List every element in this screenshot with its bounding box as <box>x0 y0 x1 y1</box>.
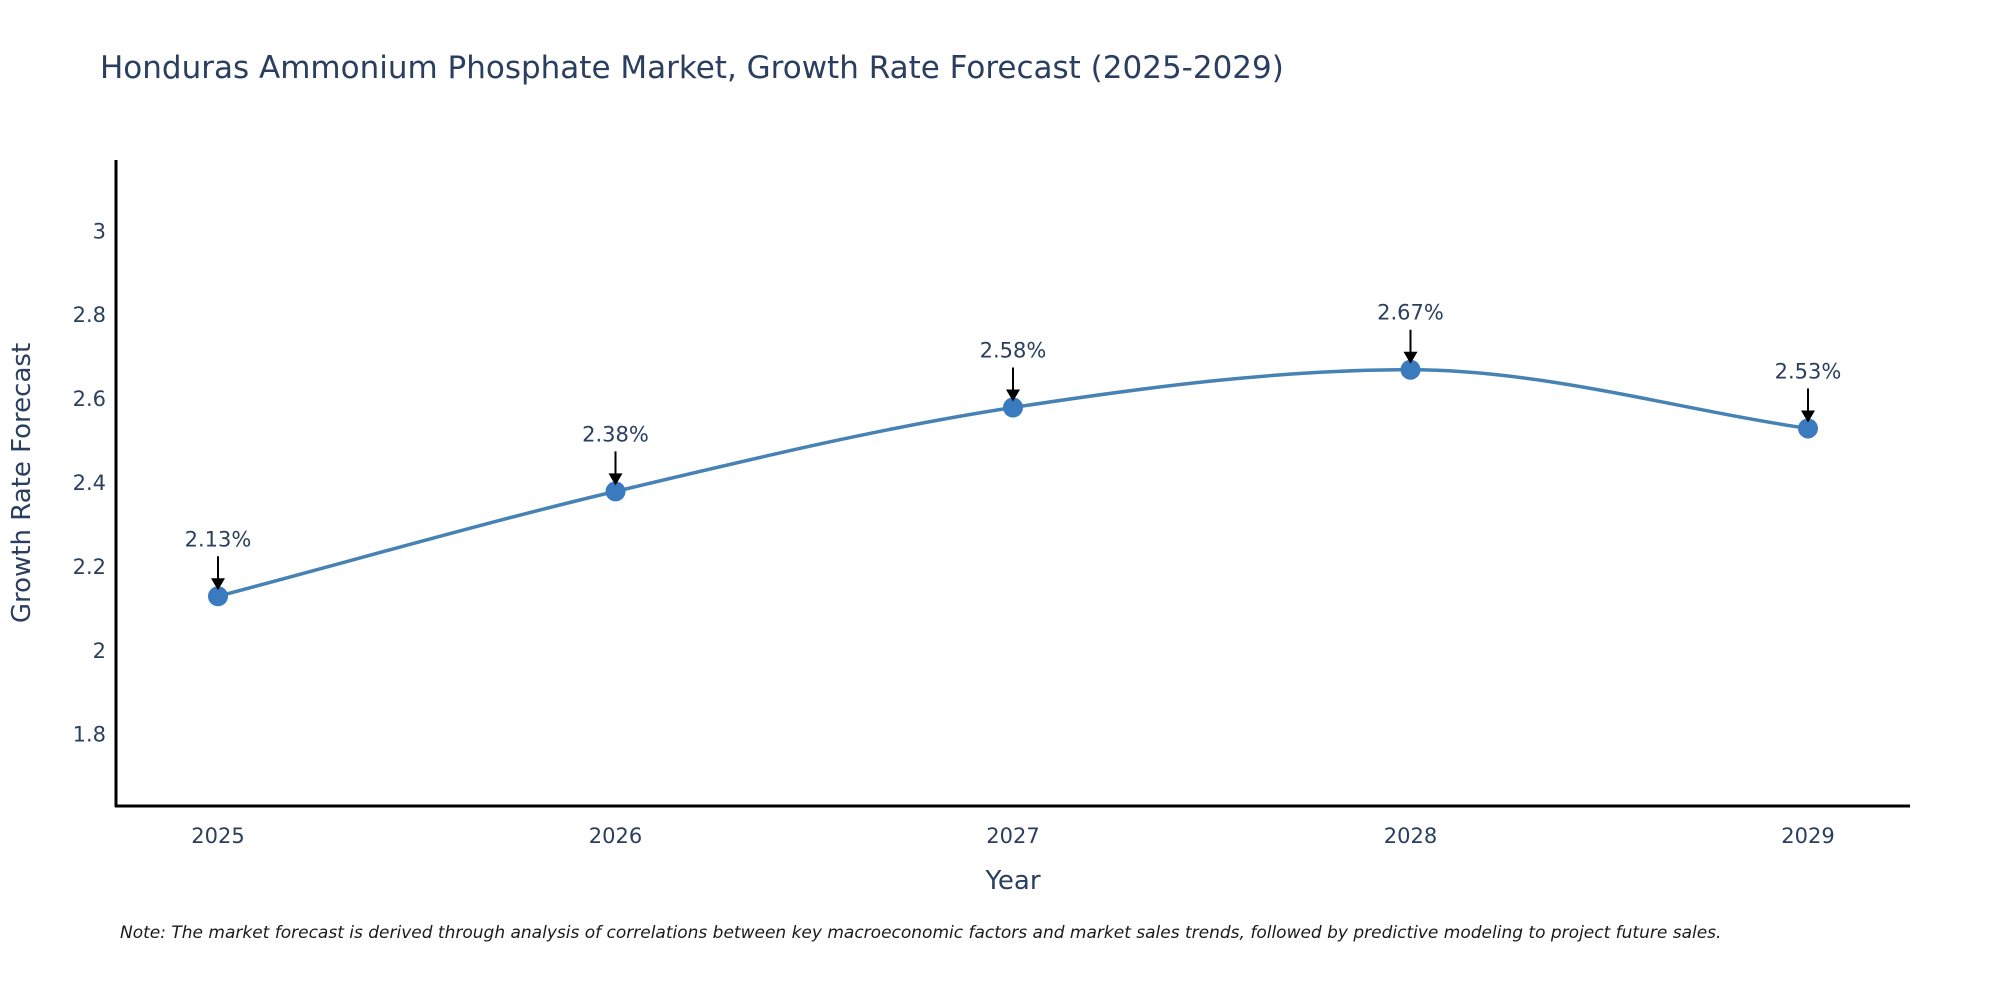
annotation-arrow-head <box>1006 389 1020 402</box>
x-tick-label: 2025 <box>191 824 244 848</box>
annotation-arrow-head <box>1801 410 1815 423</box>
x-tick-label: 2028 <box>1384 824 1437 848</box>
y-tick-label: 2.6 <box>73 387 106 411</box>
data-point <box>1400 359 1421 380</box>
data-label: 2.38% <box>582 422 649 446</box>
y-tick-label: 1.8 <box>73 723 106 747</box>
data-annotations: 2.13% 2.38% 2.58% 2.67% 2.53% <box>185 301 1842 591</box>
y-tick-label: 2.4 <box>73 471 106 495</box>
data-point <box>605 481 626 502</box>
data-label: 2.53% <box>1775 359 1842 383</box>
annotation-arrow-head <box>211 578 225 591</box>
y-axis-title: Growth Rate Forecast <box>7 343 37 623</box>
data-point <box>208 586 228 607</box>
y-tick-label: 3 <box>93 219 106 243</box>
annotation-arrow-head <box>1403 351 1418 364</box>
data-label: 2.13% <box>185 527 252 551</box>
annotation-arrow-head <box>608 473 623 486</box>
data-label: 2.58% <box>980 338 1047 362</box>
x-axis-title: Year <box>984 866 1040 896</box>
y-tick-label: 2.8 <box>73 303 106 327</box>
y-tick-label: 2.2 <box>73 555 106 579</box>
x-tick-label: 2027 <box>986 824 1039 848</box>
x-axis-ticks: 2025 2026 2027 2028 2029 <box>191 824 1834 848</box>
data-point <box>1798 418 1818 439</box>
y-axis-ticks: 1.8 2 2.2 2.4 2.6 2.8 3 <box>73 219 106 746</box>
x-tick-label: 2029 <box>1781 824 1834 848</box>
y-tick-label: 2 <box>93 639 106 663</box>
chart-note: Note: The market forecast is derived thr… <box>120 923 1721 943</box>
x-tick-label: 2026 <box>589 824 642 848</box>
data-point <box>1003 397 1023 418</box>
data-markers <box>208 359 1818 607</box>
data-label: 2.67% <box>1377 301 1444 325</box>
chart-title: Honduras Ammonium Phosphate Market, Grow… <box>100 50 1284 86</box>
